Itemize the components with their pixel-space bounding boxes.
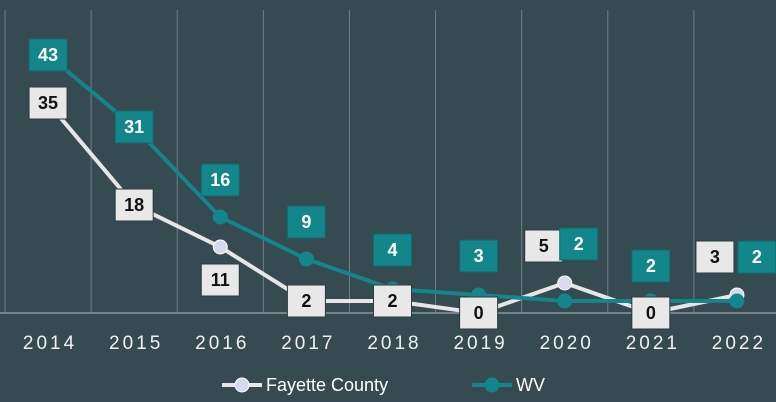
x-tick-label: 2018 xyxy=(367,333,421,354)
data-label: 2 xyxy=(752,247,762,267)
data-label: 11 xyxy=(211,270,230,290)
data-label: 4 xyxy=(387,240,397,260)
data-label: 2 xyxy=(574,234,584,254)
x-tick-label: 2017 xyxy=(281,333,335,354)
data-label: 0 xyxy=(474,303,484,323)
data-label: 2 xyxy=(387,291,397,311)
data-label-box xyxy=(373,284,412,318)
data-label-box xyxy=(459,296,499,330)
data-label-box xyxy=(28,38,68,72)
data-label-box xyxy=(286,205,326,239)
x-tick-label: 2014 xyxy=(23,333,77,354)
point xyxy=(212,209,228,225)
data-label-box xyxy=(200,263,240,297)
x-tick-label: 2019 xyxy=(453,333,507,354)
data-label-box xyxy=(631,249,671,283)
data-label: 3 xyxy=(474,246,484,266)
data-label: 3 xyxy=(710,247,720,267)
data-label: 5 xyxy=(539,236,549,256)
x-tick-label: 2016 xyxy=(195,333,249,354)
data-label-box xyxy=(28,86,68,120)
data-label-box xyxy=(286,284,326,318)
point xyxy=(729,293,745,309)
data-label-box xyxy=(114,110,154,144)
point xyxy=(557,275,573,291)
data-label: 2 xyxy=(646,256,656,276)
data-label: 43 xyxy=(38,45,58,65)
data-label: 9 xyxy=(301,212,311,232)
data-label: 31 xyxy=(124,117,144,137)
data-label-box xyxy=(737,240,776,274)
data-label: 2 xyxy=(301,291,311,311)
x-tick-label: 2020 xyxy=(540,333,594,354)
legend-marker xyxy=(484,377,500,393)
data-label-box xyxy=(695,240,735,274)
point xyxy=(212,239,228,255)
legend-marker xyxy=(234,377,250,393)
data-label: 16 xyxy=(210,170,230,190)
legend-label: Fayette County xyxy=(266,375,388,395)
data-label: 18 xyxy=(124,195,144,215)
data-label-box xyxy=(114,188,154,222)
point xyxy=(298,251,314,267)
data-label-box xyxy=(459,239,499,273)
data-label: 0 xyxy=(646,303,656,323)
x-tick-label: 2022 xyxy=(712,333,766,354)
data-label-box xyxy=(559,227,599,261)
data-label-box xyxy=(631,296,671,330)
point xyxy=(557,293,573,309)
x-tick-label: 2021 xyxy=(626,333,680,354)
data-label-box xyxy=(373,233,412,267)
data-label-box xyxy=(200,163,240,197)
data-label-box xyxy=(524,229,564,263)
legend-label: WV xyxy=(516,375,545,395)
data-label: 35 xyxy=(38,93,58,113)
x-tick-label: 2015 xyxy=(109,333,163,354)
